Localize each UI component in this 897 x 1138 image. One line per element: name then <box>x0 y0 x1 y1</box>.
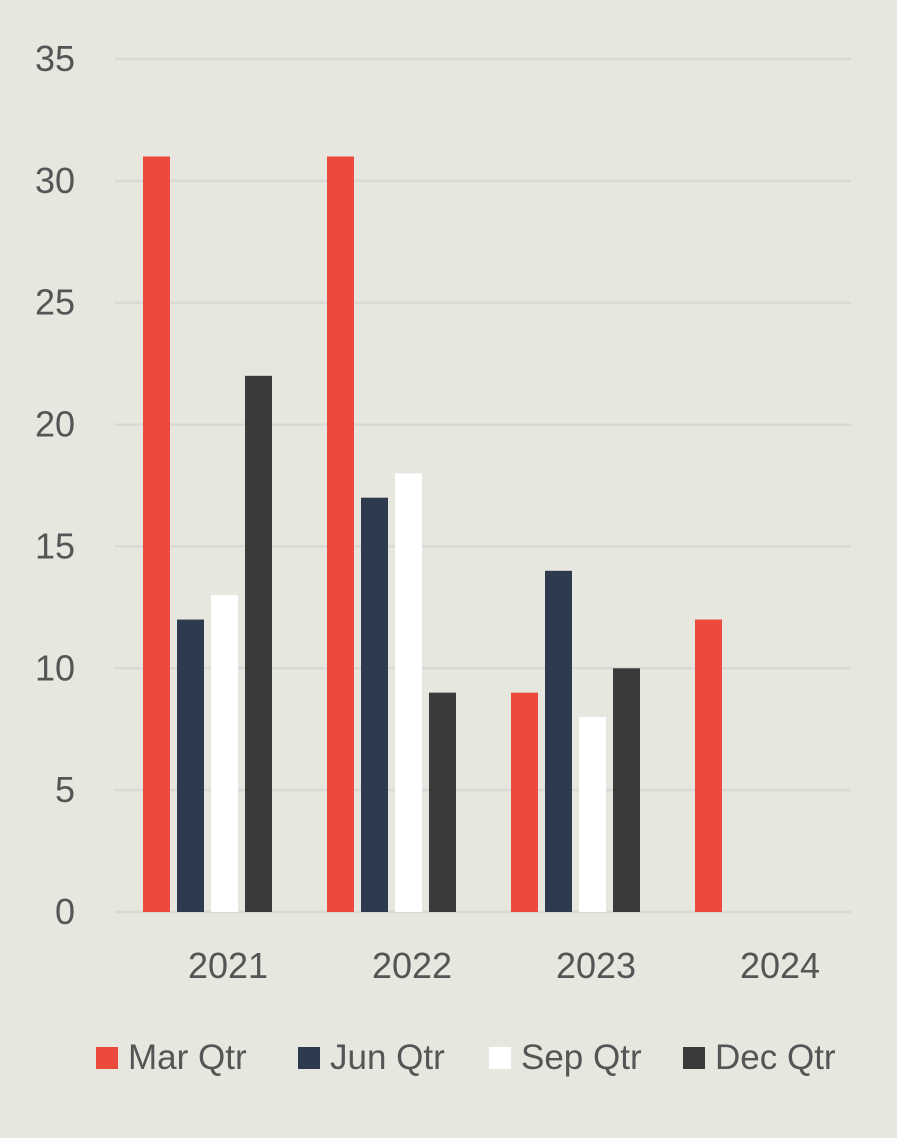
x-tick-label: 2022 <box>372 945 452 986</box>
x-tick-label: 2021 <box>188 945 268 986</box>
legend-label: Mar Qtr <box>128 1038 247 1077</box>
bar-2024-mar-qtr <box>695 619 722 912</box>
bars <box>143 156 722 912</box>
bar-2021-mar-qtr <box>143 156 170 912</box>
y-tick-label: 0 <box>55 891 75 932</box>
legend-swatch-dec-qtr <box>683 1047 705 1069</box>
bar-2022-jun-qtr <box>361 497 388 912</box>
y-tick-label: 30 <box>35 160 75 201</box>
bar-2023-jun-qtr <box>545 570 572 912</box>
bar-2021-sep-qtr <box>211 595 238 912</box>
legend-swatch-sep-qtr <box>489 1047 511 1069</box>
y-axis: 0 5 10 15 20 25 30 35 <box>35 38 75 932</box>
x-axis: 2021 2022 2023 2024 <box>188 945 820 986</box>
x-tick-label: 2023 <box>556 945 636 986</box>
legend-label: Jun Qtr <box>330 1038 445 1077</box>
bar-2023-mar-qtr <box>511 692 538 912</box>
y-tick-label: 20 <box>35 404 75 445</box>
bar-2023-sep-qtr <box>579 717 606 912</box>
legend-swatch-mar-qtr <box>96 1047 118 1069</box>
bar-2021-dec-qtr <box>245 375 272 912</box>
y-tick-label: 5 <box>55 769 75 810</box>
legend: Mar Qtr Jun Qtr Sep Qtr Dec Qtr <box>96 1038 836 1077</box>
y-tick-label: 10 <box>35 647 75 688</box>
bar-2021-jun-qtr <box>177 619 204 912</box>
y-tick-label: 15 <box>35 525 75 566</box>
bar-2023-dec-qtr <box>613 668 640 912</box>
bar-2022-dec-qtr <box>429 692 456 912</box>
legend-swatch-jun-qtr <box>298 1047 320 1069</box>
y-tick-label: 35 <box>35 38 75 79</box>
bar-2022-mar-qtr <box>327 156 354 912</box>
bar-2022-sep-qtr <box>395 473 422 912</box>
x-tick-label: 2024 <box>740 945 820 986</box>
legend-label: Dec Qtr <box>715 1038 836 1077</box>
legend-label: Sep Qtr <box>521 1038 642 1077</box>
y-tick-label: 25 <box>35 282 75 323</box>
